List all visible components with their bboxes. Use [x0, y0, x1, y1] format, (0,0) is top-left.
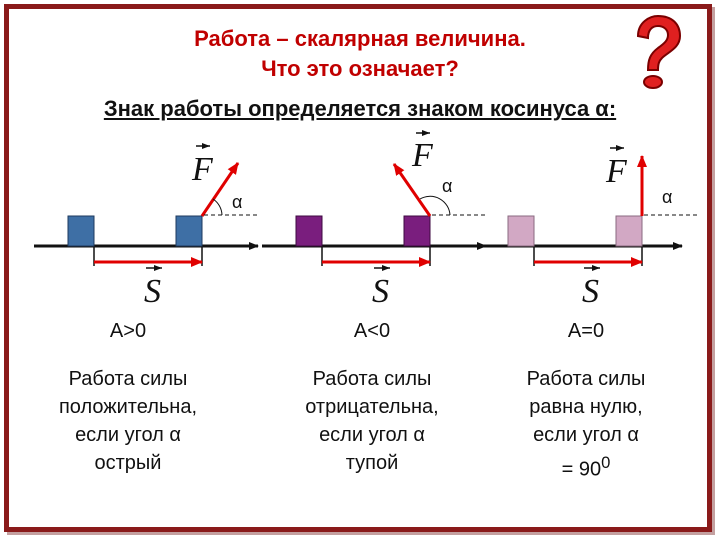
case-1-result: A>0 [109, 320, 147, 342]
case-3-block-start [507, 215, 535, 247]
case-1-block-end [175, 215, 203, 247]
case-1-force-arrow [200, 162, 240, 217]
case-3-alpha-label: α [662, 187, 672, 207]
case-1-diagram: F α S [34, 143, 259, 310]
case-2-desc-line: если угол α [319, 424, 425, 446]
case-2-desc-line: тупой [345, 452, 399, 474]
case-1-force-label: F [191, 151, 214, 188]
case-1-desc-line: острый [94, 452, 162, 474]
question-mark-icon [636, 14, 682, 89]
title-line-2: Что это означает? [261, 56, 459, 81]
case-1-text: A>0 Работа силы положительна, если угол … [18, 320, 238, 477]
case-2-force-arrow [392, 163, 432, 217]
case-2-text: A<0 Работа силы отрицательна, если угол … [262, 320, 482, 477]
case-1-angle-arc [212, 198, 223, 216]
case-2-description: Работа силы отрицательна, если угол α ту… [262, 365, 482, 477]
case-2-displacement-label: S [372, 273, 389, 310]
case-2-result: A<0 [353, 320, 391, 342]
case-2-block-start [295, 215, 323, 247]
case-3-block-end [615, 215, 643, 247]
case-3-desc-line: равна нулю, [529, 396, 643, 418]
title-line-1: Работа – скалярная величина. [194, 26, 526, 51]
case-2-angle-arc [419, 195, 451, 216]
slide-header: Работа – скалярная величина. Что это озн… [0, 24, 720, 84]
case-2-diagram: F α S [262, 130, 488, 310]
case-2-alpha-label: α [442, 176, 452, 196]
case-3-description: Работа силы равна нулю, если угол α = 90… [476, 365, 696, 484]
degree-superscript: 0 [601, 453, 611, 472]
slide-frame [4, 4, 712, 532]
case-3-diagram: F α S [478, 145, 700, 310]
case-1-desc-line: Работа силы [68, 368, 188, 390]
case-3-force-label: F [605, 153, 628, 190]
case-2-force-label: F [411, 137, 434, 174]
subtitle: Знак работы определяется знаком косинуса… [103, 96, 617, 121]
case-2-desc-line: Работа силы [312, 368, 432, 390]
case-2-block-end [403, 215, 431, 247]
case-3-result: A=0 [567, 320, 605, 342]
case-1-displacement-label: S [144, 273, 161, 310]
case-3-desc-line: Работа силы [526, 368, 646, 390]
case-1-description: Работа силы положительна, если угол α ос… [18, 365, 238, 477]
case-2-desc-line: отрицательна, [305, 396, 439, 418]
case-3-desc-value: = 90 [561, 458, 602, 481]
case-1-alpha-label: α [232, 192, 242, 212]
case-3-displacement-label: S [582, 273, 599, 310]
case-3-desc-line: если угол α [533, 424, 639, 446]
case-1-desc-line: если угол α [75, 424, 181, 446]
case-1-block-start [67, 215, 95, 247]
case-3-text: A=0 Работа силы равна нулю, если угол α … [476, 320, 696, 484]
case-1-desc-line: положительна, [58, 396, 198, 418]
case-3-desc-line: = 900 [476, 449, 696, 484]
